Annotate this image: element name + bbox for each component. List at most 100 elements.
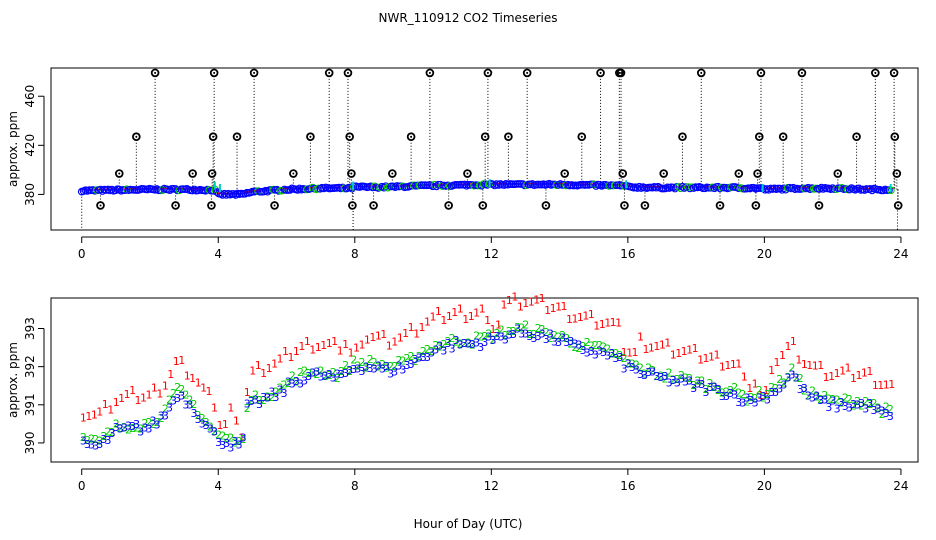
series1-marker: 1: [561, 300, 568, 313]
baseline-point: [115, 185, 124, 194]
x-tick-label: 24: [893, 247, 908, 261]
series3-marker: 3: [604, 350, 611, 363]
series3-marker: 3: [342, 367, 349, 380]
series3-marker: 3: [395, 359, 402, 372]
series1-marker: 1: [380, 328, 387, 341]
series1-marker: 1: [118, 392, 125, 405]
series2-marker: 2: [662, 372, 669, 385]
spike-point-dot: [391, 172, 394, 175]
series2-marker: 2: [617, 349, 624, 362]
spike-point-dot: [212, 135, 215, 138]
series2-marker: 2: [285, 377, 292, 390]
series3-marker: 3: [227, 442, 234, 455]
series3-marker: 3: [440, 344, 447, 357]
series2-marker: 2: [592, 339, 599, 352]
spike-point: [343, 68, 353, 78]
top-y-axis-label: approx. ppm: [6, 111, 20, 187]
spike-point-dot: [486, 71, 489, 74]
series2-marker: 2: [883, 401, 890, 414]
series3-marker: 3: [231, 435, 238, 448]
series3-marker: 3: [666, 377, 673, 390]
spike-point-dot: [236, 135, 239, 138]
baseline-point: [590, 180, 599, 189]
series3-marker: 3: [244, 397, 251, 410]
series2-marker: 2: [563, 332, 570, 345]
y-tick-label: 380: [23, 183, 37, 206]
series3-marker: 3: [539, 328, 546, 341]
y-tick-label: 460: [23, 85, 37, 108]
series3-marker: 3: [764, 394, 771, 407]
x-tick-label: 24: [893, 479, 908, 493]
series3-marker: 3: [555, 336, 562, 349]
series3-marker: 3: [432, 344, 439, 357]
series3-marker: 3: [682, 376, 689, 389]
series3-marker: 3: [436, 339, 443, 352]
series3-marker: 3: [571, 338, 578, 351]
spike-point: [306, 132, 315, 142]
series1-marker: 1: [861, 366, 868, 379]
series2-marker: 2: [830, 393, 837, 406]
series2-marker: 2: [92, 433, 99, 446]
series3-marker: 3: [789, 369, 796, 382]
series2-marker: 2: [244, 402, 251, 415]
series2-marker: 2: [481, 330, 488, 343]
series3-marker: 3: [96, 438, 103, 451]
spike-point: [778, 132, 788, 142]
series2-marker: 2: [178, 383, 185, 396]
series2-marker: 2: [821, 389, 828, 402]
series2-marker: 2: [555, 330, 562, 343]
series2-marker: 2: [887, 403, 894, 416]
series3-marker: 3: [821, 393, 828, 406]
series2-marker: 2: [760, 391, 767, 404]
baseline-point: [462, 181, 471, 190]
series1-marker: 1: [364, 334, 371, 347]
spike-point-dot: [484, 135, 487, 138]
series2-marker: 2: [633, 359, 640, 372]
series2-marker: 2: [408, 350, 415, 363]
series2-marker: 2: [465, 336, 472, 349]
series3-marker: 3: [854, 398, 861, 411]
series3-marker: 3: [350, 363, 357, 376]
series2-marker: 2: [809, 384, 816, 397]
baseline-point: [686, 184, 694, 193]
spike-point: [345, 132, 354, 142]
series1-marker: 1: [692, 342, 699, 355]
series3-marker: 3: [129, 420, 136, 433]
series1-marker: 1: [402, 327, 409, 340]
x-tick-label: 4: [214, 247, 222, 261]
series2-marker: 2: [539, 323, 546, 336]
spike-point-dot: [410, 135, 413, 138]
spike-point-dot: [719, 204, 722, 207]
series1-marker: 1: [675, 347, 682, 360]
series2-marker: 2: [715, 384, 722, 397]
spike-point: [114, 169, 124, 178]
series3-marker: 3: [490, 334, 497, 347]
series1-marker: 1: [271, 357, 278, 370]
spike-point-dot: [154, 71, 157, 74]
series1-marker: 1: [713, 349, 720, 362]
series2-marker: 2: [363, 361, 370, 374]
series1-marker: 1: [746, 382, 753, 395]
series2-marker: 2: [338, 365, 345, 378]
series2-marker: 2: [350, 354, 357, 367]
spike-point-dot: [754, 204, 757, 207]
series1-marker: 1: [533, 294, 540, 307]
spike-point-dot: [700, 71, 703, 74]
spike-point: [150, 68, 160, 78]
series2-marker: 2: [690, 379, 697, 392]
series1-marker: 1: [681, 345, 688, 358]
series2-marker: 2: [133, 422, 140, 435]
series2-marker: 2: [424, 343, 431, 356]
baseline-point: [674, 182, 683, 191]
series1-marker: 1: [342, 338, 349, 351]
series1-marker: 1: [233, 414, 240, 427]
series1-marker: 1: [582, 310, 589, 323]
series3-marker: 3: [309, 366, 316, 379]
series1-marker: 1: [348, 347, 355, 360]
series3-marker: 3: [252, 394, 259, 407]
series3-marker: 3: [559, 332, 566, 345]
series3-marker: 3: [404, 359, 411, 372]
series3-marker: 3: [211, 426, 218, 439]
spike-point-dot: [580, 135, 583, 138]
